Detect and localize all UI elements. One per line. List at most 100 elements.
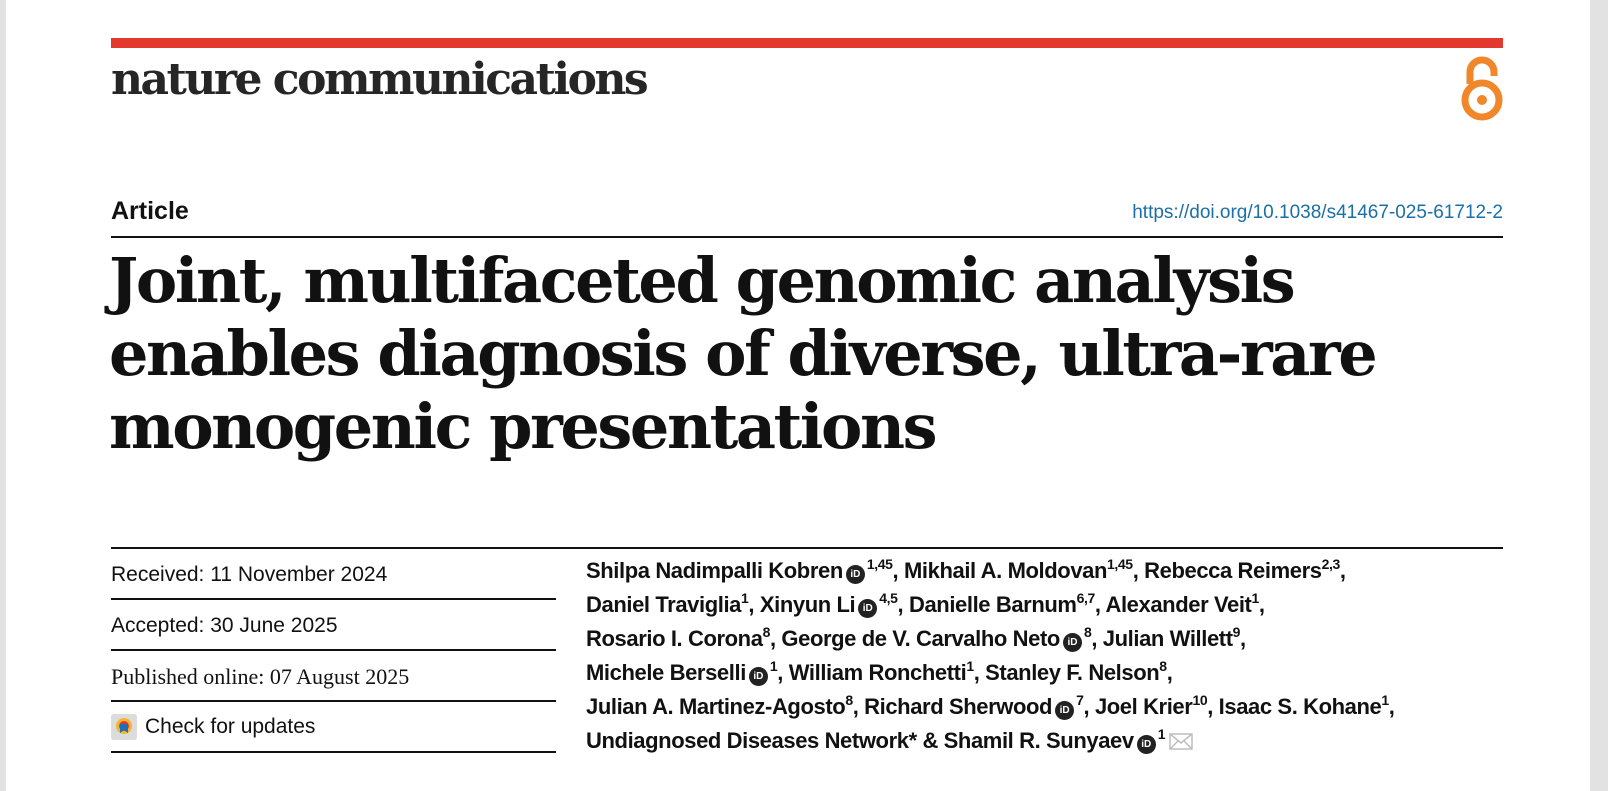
author-name[interactable]: Daniel Traviglia [586, 592, 742, 617]
author[interactable]: Isaac S. Kohane1 [1218, 692, 1390, 719]
author-separator: , [852, 694, 859, 719]
author-name[interactable]: Xinyun Li [759, 592, 856, 617]
author-separator: , [1094, 592, 1101, 617]
affiliation-number: 1 [1381, 692, 1389, 708]
orcid-icon[interactable]: iD [1062, 633, 1082, 652]
author[interactable]: Richard Sherwood iD7 [864, 692, 1084, 720]
author[interactable]: William Ronchetti1 [788, 658, 974, 685]
check-for-updates-button[interactable]: Check for updates [111, 702, 556, 753]
affiliation-number: 8 [845, 692, 853, 708]
author[interactable]: Michele Berselli iD1 [586, 658, 778, 686]
author-separator: , [1132, 558, 1139, 583]
affiliation-number: 10 [1192, 692, 1208, 708]
affiliation-number: 4,5 [879, 590, 898, 606]
orcid-icon[interactable]: iD [858, 599, 878, 618]
affiliation-number: 8 [762, 624, 771, 640]
author-name[interactable]: Rebecca Reimers [1144, 558, 1322, 583]
author-name[interactable]: Alexander Veit [1105, 592, 1252, 617]
affiliation-number: 1,45 [1107, 556, 1133, 572]
published-date: Published online: 07 August 2025 [111, 651, 556, 702]
viewer-border-right [1590, 0, 1608, 791]
affiliation-number: 7 [1076, 692, 1084, 708]
received-date: Received: 11 November 2024 [111, 549, 556, 600]
author-separator: , [892, 558, 899, 583]
accepted-date: Accepted: 30 June 2025 [111, 600, 556, 651]
affiliation-number: 8 [1159, 658, 1167, 674]
article-title: Joint, multifaceted genomic analysis ena… [109, 244, 1378, 463]
author-separator: , [1083, 694, 1090, 719]
meta-divider [111, 547, 1503, 549]
author[interactable]: George de V. Carvalho Neto iD8 [781, 624, 1092, 652]
publication-dates: Received: 11 November 2024 Accepted: 30 … [111, 549, 556, 753]
author[interactable]: Stanley F. Nelson8 [985, 658, 1167, 685]
viewer-border-left [0, 0, 6, 791]
affiliation-number: 9 [1232, 624, 1241, 640]
author-separator: , [769, 626, 776, 651]
check-for-updates-label: Check for updates [145, 715, 316, 738]
affiliation-number: 1 [966, 658, 974, 674]
author-name[interactable]: Julian Willett [1102, 626, 1233, 651]
affiliation-number: 2,3 [1321, 556, 1341, 572]
author[interactable]: Julian A. Martinez-Agosto8 [586, 692, 853, 719]
check-updates-icon [111, 713, 137, 740]
orcid-icon[interactable]: iD [748, 667, 768, 686]
author-name[interactable]: Mikhail A. Moldovan [903, 558, 1108, 583]
author-name[interactable]: Undiagnosed Diseases Network* [586, 728, 917, 753]
author-separator: & [916, 728, 938, 753]
author-name[interactable]: Michele Berselli [586, 660, 746, 685]
author-name[interactable]: Shilpa Nadimpalli Kobren [586, 558, 843, 583]
author-separator: , [1091, 626, 1098, 651]
author-name[interactable]: Julian A. Martinez-Agosto [586, 694, 846, 719]
author[interactable]: Alexander Veit1 [1105, 590, 1259, 617]
author-separator: , [1339, 558, 1346, 583]
author[interactable]: Rosario I. Corona8 [586, 624, 771, 651]
author[interactable]: Xinyun Li iD4,5 [759, 590, 898, 618]
author[interactable]: Shamil R. Sunyaev iD1 [943, 726, 1193, 754]
affiliation-number: 1 [1157, 726, 1166, 742]
author-separator: , [1240, 626, 1246, 651]
author[interactable]: Danielle Barnum6,7 [908, 590, 1096, 617]
affiliation-number: 1 [741, 590, 749, 606]
affiliation-number: 8 [1083, 624, 1092, 640]
header-divider [111, 236, 1503, 238]
author-name[interactable]: Isaac S. Kohane [1218, 694, 1382, 719]
author-name[interactable]: George de V. Carvalho Neto [781, 626, 1060, 651]
journal-name: nature communications [111, 54, 649, 105]
affiliation-number: 6,7 [1076, 590, 1096, 606]
article-type: Article [111, 197, 189, 225]
email-icon[interactable] [1169, 733, 1193, 750]
author-name[interactable]: Shamil R. Sunyaev [943, 728, 1134, 753]
orcid-icon[interactable]: iD [1055, 701, 1075, 720]
author-separator: , [748, 592, 755, 617]
author[interactable]: Joel Krier10 [1094, 692, 1208, 719]
author-name[interactable]: Joel Krier [1094, 694, 1193, 719]
author-name[interactable]: Stanley F. Nelson [985, 660, 1160, 685]
author-separator: , [897, 592, 904, 617]
author[interactable]: Rebecca Reimers2,3 [1144, 556, 1341, 583]
journal-accent-bar [111, 38, 1503, 48]
author-name[interactable]: William Ronchetti [788, 660, 967, 685]
author-name[interactable]: Richard Sherwood [864, 694, 1053, 719]
author-name[interactable]: Danielle Barnum [908, 592, 1077, 617]
affiliation-number: 1,45 [866, 556, 893, 572]
author[interactable]: Daniel Traviglia1 [586, 590, 749, 617]
open-access-icon [1461, 56, 1503, 121]
author[interactable]: Julian Willett9 [1102, 624, 1241, 651]
author-separator: , [973, 660, 980, 685]
orcid-icon[interactable]: iD [845, 565, 865, 584]
author-separator: , [1207, 694, 1213, 719]
author[interactable]: Mikhail A. Moldovan1,45 [903, 556, 1133, 583]
doi-link[interactable]: https://doi.org/10.1038/s41467-025-61712… [1132, 202, 1503, 223]
author-separator: , [1388, 694, 1395, 719]
author[interactable]: Shilpa Nadimpalli Kobren iD1,45 [586, 556, 893, 584]
author[interactable]: Undiagnosed Diseases Network* [586, 728, 917, 753]
author-name[interactable]: Rosario I. Corona [586, 626, 763, 651]
affiliation-number: 1 [1251, 590, 1259, 606]
affiliation-number: 1 [769, 658, 778, 674]
author-separator: , [1258, 592, 1265, 617]
author-list: Shilpa Nadimpalli Kobren iD1,45, Mikhail … [586, 554, 1506, 758]
author-separator: , [1166, 660, 1173, 685]
orcid-icon[interactable]: iD [1136, 735, 1156, 754]
author-separator: , [777, 660, 784, 685]
